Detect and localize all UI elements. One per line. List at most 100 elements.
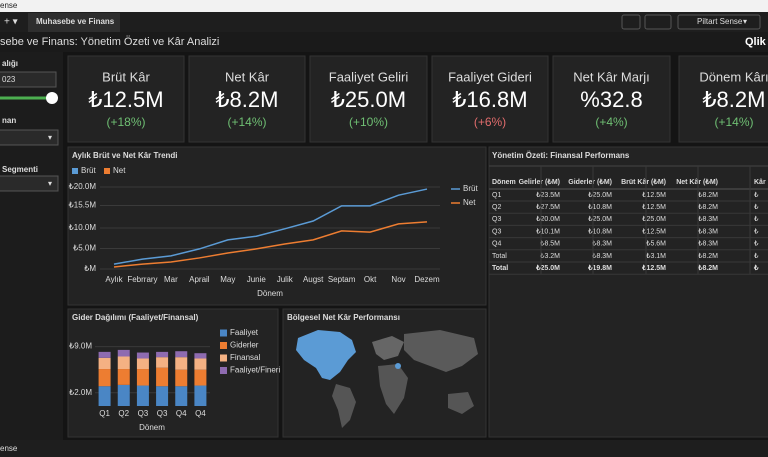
bar-segment xyxy=(175,351,188,358)
table-cell: Q3 xyxy=(492,228,501,235)
y-tick-label: ₺M xyxy=(84,264,96,273)
x-tick-label: Q4 xyxy=(176,409,187,418)
table-cell: ₺ xyxy=(754,252,759,260)
bar-segment xyxy=(117,349,130,357)
sheet-title: sebe ve Finans: Yönetim Özeti ve Kâr Ana… xyxy=(0,36,219,48)
search-button[interactable] xyxy=(621,14,641,30)
map-region xyxy=(296,330,356,380)
column-header: Dönem xyxy=(492,179,516,186)
bar-segment xyxy=(156,367,169,387)
table-panel xyxy=(488,146,768,438)
kpi-change: (+4%) xyxy=(595,115,627,129)
table-cell: ₺3.2M xyxy=(540,252,560,260)
y-tick-label: ₺5.0M xyxy=(73,244,96,253)
user-name[interactable]: Piltart Sense xyxy=(697,17,743,26)
table-cell: ₺23.5M xyxy=(536,191,560,199)
table-cell: ₺12.5M xyxy=(642,227,666,235)
y-tick-label: ₺15.5M xyxy=(69,201,97,210)
legend-swatch xyxy=(72,168,78,174)
x-tick-label: Augst xyxy=(303,275,324,284)
x-tick-label: Junie xyxy=(247,275,267,284)
status-bar xyxy=(0,440,768,457)
table-cell: ₺ xyxy=(754,215,759,223)
table-cell: Total xyxy=(492,265,508,272)
map-region xyxy=(372,336,404,360)
bar-segment xyxy=(136,358,149,370)
bar-segment xyxy=(98,357,111,370)
table-cell: ₺25.0M xyxy=(588,191,612,199)
bar-segment xyxy=(156,351,169,358)
table-cell: ₺20.0M xyxy=(536,215,560,223)
tab-label[interactable]: Muhasebe ve Finans xyxy=(36,17,115,26)
table-cell: ₺8.2M xyxy=(698,252,718,260)
add-button[interactable]: + ▾ xyxy=(4,17,18,28)
x-tick-label: Aprail xyxy=(189,275,210,284)
x-tick-label: Q1 xyxy=(99,409,110,418)
x-tick-label: Q2 xyxy=(118,409,129,418)
table-title: Yönetim Özeti: Finansal Performans xyxy=(492,151,630,160)
kpi-change: (+10%) xyxy=(349,115,388,129)
y-tick-label: ₺2.0M xyxy=(69,388,92,397)
map-region xyxy=(448,392,474,414)
legend-swatch xyxy=(220,342,227,349)
logo: Qlik xyxy=(745,36,767,48)
title-bar xyxy=(0,32,768,52)
table-cell: ₺5.6M xyxy=(646,240,666,248)
kpi-card xyxy=(67,55,185,143)
bar-segment xyxy=(98,386,111,406)
dropdown[interactable] xyxy=(0,129,59,146)
x-tick-label: Nov xyxy=(391,275,405,284)
x-tick-label: Dezem xyxy=(414,275,440,284)
dropdown[interactable] xyxy=(0,175,59,192)
table-cell: ₺8.2M xyxy=(698,203,718,211)
map-region xyxy=(378,364,408,414)
footer-text: ense xyxy=(0,444,18,453)
map-marker xyxy=(395,363,401,369)
table-cell: ₺12.5M xyxy=(641,264,666,272)
bookmark-button[interactable] xyxy=(644,14,672,30)
x-tick-label: May xyxy=(220,275,235,284)
app-name: ense xyxy=(0,1,18,10)
os-bar xyxy=(0,0,768,12)
x-axis-label: Dönem xyxy=(139,423,165,432)
table-cell: Total xyxy=(492,253,507,260)
slider-handle[interactable] xyxy=(46,92,58,104)
bar-segment xyxy=(156,386,169,406)
table: Yönetim Özeti: Finansal Performans Dönem G… xyxy=(489,151,768,275)
legend-swatch xyxy=(220,367,227,374)
table-cell: ₺12.5M xyxy=(642,191,666,199)
bar-segment xyxy=(98,351,111,358)
bar-segment xyxy=(117,356,130,370)
tab[interactable] xyxy=(28,13,120,32)
filter-label: nan xyxy=(2,116,16,125)
filter-label: Segmenti xyxy=(2,165,38,174)
y-tick-label: ₺20.0M xyxy=(69,182,97,191)
bar-segment xyxy=(136,385,149,406)
line-series xyxy=(113,221,428,268)
table-cell: ₺ xyxy=(754,203,759,211)
kpi-card xyxy=(309,55,428,143)
sidebar xyxy=(0,52,63,440)
y-tick-label: ₺10.0M xyxy=(69,223,97,232)
bar-segment xyxy=(156,357,169,368)
legend-label: Net xyxy=(113,166,126,175)
kpi-value: ₺8.2M xyxy=(703,87,766,112)
filter-value[interactable]: 023 xyxy=(2,75,16,84)
column-header: Gelirler (₺M) xyxy=(519,178,560,186)
table-cell: Q3 xyxy=(492,216,501,223)
column-header: Kâr Ma xyxy=(754,179,768,186)
column-header: Net Kâr (₺M) xyxy=(676,178,718,186)
dropdown-caret: ▾ xyxy=(48,179,52,188)
table-cell: ₺ xyxy=(754,191,759,199)
table-cell: ₺8.3M xyxy=(592,240,612,248)
table-cell: Q1 xyxy=(492,192,501,199)
bar-segment xyxy=(136,352,149,359)
user-menu[interactable] xyxy=(677,14,761,30)
bar-segment xyxy=(117,369,130,385)
map-region xyxy=(404,330,478,372)
kpi-value: ₺12.5M xyxy=(88,87,163,112)
table-cell: ₺25.0M xyxy=(588,215,612,223)
x-tick-label: Okt xyxy=(364,275,377,284)
filter-input[interactable] xyxy=(0,71,57,88)
